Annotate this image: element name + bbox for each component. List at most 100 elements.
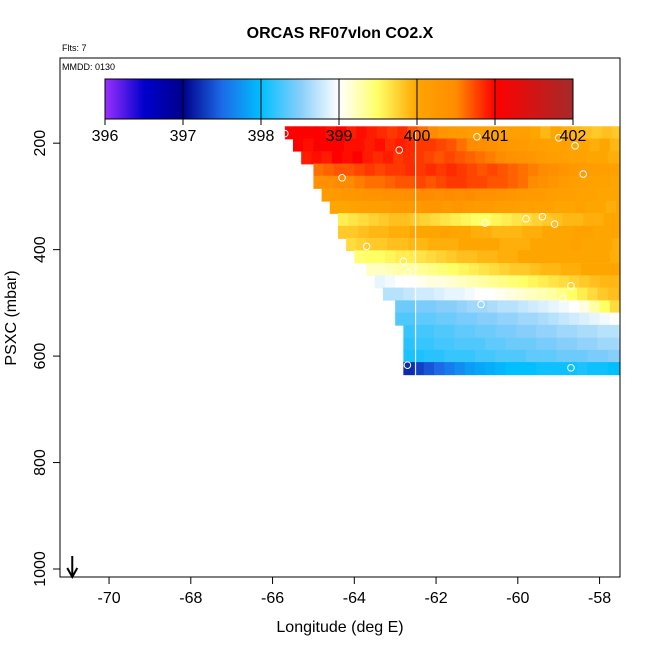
heatmap-cell <box>609 250 620 264</box>
heatmap-cell <box>647 201 650 214</box>
heatmap-cell <box>448 263 460 277</box>
observation-point <box>567 282 575 290</box>
heatmap-cell <box>325 126 337 140</box>
heatmap-cell <box>515 362 527 376</box>
heatmap-cell <box>534 200 545 214</box>
heatmap-cell <box>570 126 582 140</box>
heatmap-cell <box>407 238 419 252</box>
heatmap-cell <box>568 175 580 189</box>
heatmap-cell <box>607 151 619 165</box>
heatmap-cell <box>613 213 620 227</box>
heatmap-cell <box>311 151 323 165</box>
heatmap-cell <box>356 238 368 252</box>
x-tick-label: -58 <box>588 590 611 607</box>
heatmap-cell <box>607 337 619 351</box>
heatmap-cell <box>607 349 619 363</box>
observation-point <box>464 566 473 574</box>
heatmap-cell <box>468 238 480 252</box>
heatmap-cell <box>454 324 466 338</box>
heatmap-cell <box>321 188 333 202</box>
heatmap-cell <box>528 300 539 314</box>
heatmap-cell <box>577 287 588 301</box>
heatmap-cell <box>376 238 388 252</box>
heatmap-cell <box>517 312 529 326</box>
heatmap-cell <box>546 349 558 363</box>
heatmap-cell <box>313 163 325 177</box>
heatmap-cell <box>552 225 564 239</box>
observation-point <box>383 345 391 354</box>
heatmap-cell <box>425 175 437 189</box>
heatmap-cell <box>391 200 402 214</box>
heatmap-cell <box>577 362 588 376</box>
observation-point <box>591 558 600 567</box>
heatmap-cell <box>489 263 501 277</box>
heatmap-cell <box>589 250 601 264</box>
heatmap-cell <box>503 200 515 214</box>
heatmap-cell <box>340 200 351 214</box>
heatmap-cell <box>579 312 590 326</box>
heatmap-cell <box>321 151 333 165</box>
heatmap-cell <box>521 213 533 227</box>
heatmap-cell <box>487 138 498 152</box>
heatmap-cell <box>505 349 517 363</box>
heatmap-cell <box>507 175 519 189</box>
heatmap-cell <box>568 163 580 177</box>
plot-frame <box>59 57 621 578</box>
heatmap-cell <box>495 349 507 363</box>
heatmap-cell <box>356 126 368 140</box>
heatmap-cell <box>352 151 364 165</box>
heatmap-cell <box>468 263 480 277</box>
heatmap-cell <box>599 312 611 326</box>
heatmap-cell <box>333 138 345 152</box>
heatmap-cell <box>487 300 498 314</box>
heatmap-cell <box>609 163 620 177</box>
heatmap-cell <box>515 349 527 363</box>
heatmap-cell <box>542 225 554 239</box>
heatmap-cell <box>444 324 456 338</box>
heatmap-cell <box>577 151 588 165</box>
heatmap-cell <box>558 300 570 314</box>
heatmap-cell <box>284 126 296 140</box>
heatmap-cell <box>454 362 466 376</box>
heatmap-cell <box>370 200 382 214</box>
heatmap-cell <box>528 138 539 152</box>
heatmap-cell <box>444 337 456 351</box>
heatmap-cell <box>558 275 570 289</box>
heatmap-cell <box>556 337 568 351</box>
heatmap-cell <box>546 287 558 301</box>
heatmap-cell <box>558 175 570 189</box>
heatmap-cell <box>579 163 590 177</box>
heatmap-cell <box>538 138 550 152</box>
heatmap-cell <box>405 250 417 264</box>
observation-point <box>497 566 506 575</box>
heatmap-cell <box>587 337 599 351</box>
heatmap-cell <box>560 263 572 277</box>
heatmap-cell <box>413 287 425 301</box>
heatmap-cell <box>450 213 462 227</box>
heatmap-cell <box>617 349 620 363</box>
heatmap-cell <box>456 163 468 177</box>
heatmap-cell <box>374 175 386 189</box>
observation-point <box>432 488 440 497</box>
heatmap-cell <box>366 263 378 277</box>
heatmap-cell <box>505 188 517 202</box>
heatmap-cell <box>436 138 447 152</box>
heatmap-cell <box>395 250 407 264</box>
observation-point <box>509 566 518 574</box>
flights-annotation: Flts: 7 <box>62 43 87 53</box>
colorbar-tick-label: 397 <box>170 128 197 145</box>
heatmap-cell <box>558 138 570 152</box>
heatmap-cell <box>458 263 470 277</box>
heatmap-cell <box>403 188 415 202</box>
heatmap-cell <box>429 225 441 239</box>
observation-point <box>554 134 563 142</box>
heatmap-cell <box>358 213 370 227</box>
heatmap-cell <box>499 126 511 140</box>
observation-point <box>558 566 567 574</box>
heatmap-cell <box>434 337 445 351</box>
y-tick-label: 600 <box>32 343 49 370</box>
heatmap-cell <box>632 263 643 276</box>
heatmap-cell <box>566 188 578 202</box>
observation-point <box>489 486 498 495</box>
heatmap-cell <box>466 250 478 264</box>
